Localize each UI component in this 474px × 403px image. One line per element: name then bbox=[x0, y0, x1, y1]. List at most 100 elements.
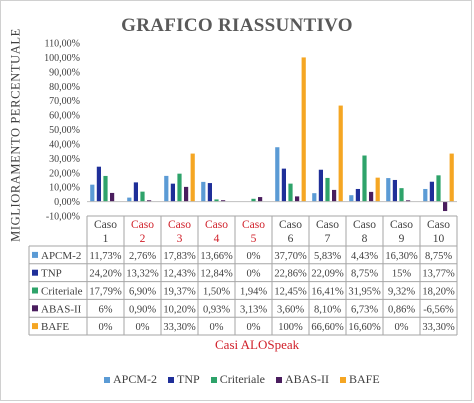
category-label-line2: 5 bbox=[251, 233, 257, 245]
data-label: 0% bbox=[395, 322, 409, 333]
data-label: 6,90% bbox=[129, 287, 156, 298]
bar bbox=[140, 191, 145, 202]
data-label: 8,75% bbox=[425, 251, 452, 262]
y-tick-label: 10,00% bbox=[49, 183, 80, 194]
legend-item: BAFE bbox=[340, 372, 380, 387]
bar bbox=[338, 105, 343, 202]
data-label: 33,30% bbox=[422, 322, 455, 333]
legend-item: Criteriale bbox=[210, 372, 265, 387]
legend-item: APCM-2 bbox=[104, 372, 157, 387]
data-label: 6% bbox=[99, 304, 113, 315]
category-label-line1: Caso bbox=[316, 219, 339, 231]
category-label-line2: 1 bbox=[103, 233, 109, 245]
data-label: 13,66% bbox=[200, 251, 233, 262]
legend-swatch bbox=[276, 376, 282, 383]
bar bbox=[429, 181, 434, 202]
bar bbox=[190, 153, 195, 202]
y-tick-label: -10,00% bbox=[46, 212, 80, 223]
legend-label: BAFE bbox=[349, 372, 380, 386]
row-legend-swatch bbox=[32, 323, 38, 330]
legend-item: ABAS-II bbox=[276, 372, 329, 387]
category-label-line2: 10 bbox=[433, 233, 445, 245]
legend-swatch bbox=[340, 376, 346, 383]
bar bbox=[443, 201, 448, 212]
data-label: 16,41% bbox=[311, 287, 344, 298]
data-label: 19,37% bbox=[163, 287, 196, 298]
legend: APCM-2 TNP Criteriale ABAS-II BAFE bbox=[104, 372, 380, 387]
legend-label: Criteriale bbox=[219, 372, 265, 386]
bar bbox=[133, 182, 138, 202]
y-tick-label: 30,00% bbox=[49, 154, 80, 165]
data-label: 0% bbox=[136, 322, 150, 333]
data-label: 0% bbox=[247, 322, 261, 333]
data-label: 24,20% bbox=[89, 269, 122, 280]
bar bbox=[207, 183, 212, 202]
bar bbox=[258, 197, 263, 202]
data-label: 1,94% bbox=[240, 287, 267, 298]
legend-item: TNP bbox=[168, 372, 200, 387]
legend-swatch bbox=[210, 376, 217, 383]
bar bbox=[362, 155, 367, 202]
data-label: 100% bbox=[278, 322, 303, 333]
row-legend-swatch bbox=[32, 287, 38, 294]
bar bbox=[221, 200, 226, 202]
row-series-name: ABAS-II bbox=[41, 303, 82, 315]
row-legend-swatch bbox=[32, 269, 38, 276]
data-label: 16,60% bbox=[348, 322, 381, 333]
y-tick-label: 100,00% bbox=[44, 53, 80, 64]
category-label-line2: 3 bbox=[177, 233, 183, 245]
data-label: 22,09% bbox=[311, 269, 344, 280]
bar bbox=[423, 188, 428, 202]
legend-label: TNP bbox=[177, 372, 200, 386]
category-label-line1: Caso bbox=[427, 219, 450, 231]
data-label: 13,77% bbox=[422, 269, 455, 280]
legend-swatch bbox=[104, 376, 110, 383]
data-label: 17,79% bbox=[89, 287, 122, 298]
data-label: 13,32% bbox=[126, 269, 159, 280]
data-label: 0% bbox=[247, 269, 261, 280]
data-label: 8,75% bbox=[351, 269, 378, 280]
category-label-line2: 4 bbox=[214, 233, 220, 245]
bar bbox=[275, 147, 280, 202]
data-label: 0% bbox=[99, 322, 113, 333]
bar bbox=[288, 183, 293, 202]
bar bbox=[386, 178, 391, 202]
legend-label: APCM-2 bbox=[113, 372, 158, 386]
y-tick-label: 0,00% bbox=[54, 197, 80, 208]
data-label: 0,93% bbox=[203, 304, 230, 315]
data-label: 12,45% bbox=[274, 287, 307, 298]
data-label: 33,30% bbox=[163, 322, 196, 333]
y-tick-label: 80,00% bbox=[49, 82, 80, 93]
y-tick-label: 60,00% bbox=[49, 111, 80, 122]
row-series-name: APCM-2 bbox=[41, 250, 81, 262]
row-legend-swatch bbox=[32, 251, 38, 258]
bar bbox=[170, 183, 175, 202]
bar bbox=[392, 179, 397, 202]
bar bbox=[214, 199, 219, 202]
category-label-line1: Caso bbox=[168, 219, 191, 231]
data-label: 18,20% bbox=[422, 287, 455, 298]
bar bbox=[164, 175, 169, 202]
bar bbox=[201, 181, 206, 202]
bar bbox=[281, 168, 286, 202]
bar bbox=[127, 197, 132, 202]
data-label: 3,60% bbox=[277, 304, 304, 315]
row-series-name: Criteriale bbox=[41, 286, 83, 298]
bar bbox=[177, 173, 182, 202]
bar bbox=[318, 169, 323, 202]
bar bbox=[301, 57, 306, 202]
row-series-name: BAFE bbox=[41, 321, 69, 333]
bar bbox=[110, 192, 115, 202]
row-legend-swatch bbox=[32, 305, 38, 312]
data-label: 15% bbox=[392, 269, 412, 280]
y-tick-label: 50,00% bbox=[49, 125, 80, 136]
data-label: 66,60% bbox=[311, 322, 344, 333]
data-label: 37,70% bbox=[274, 251, 307, 262]
bar bbox=[96, 166, 101, 202]
category-label-line1: Caso bbox=[205, 219, 228, 231]
bar bbox=[355, 188, 360, 202]
category-label-line1: Caso bbox=[94, 219, 117, 231]
data-label: 0% bbox=[247, 251, 261, 262]
data-label: 1,50% bbox=[203, 287, 230, 298]
